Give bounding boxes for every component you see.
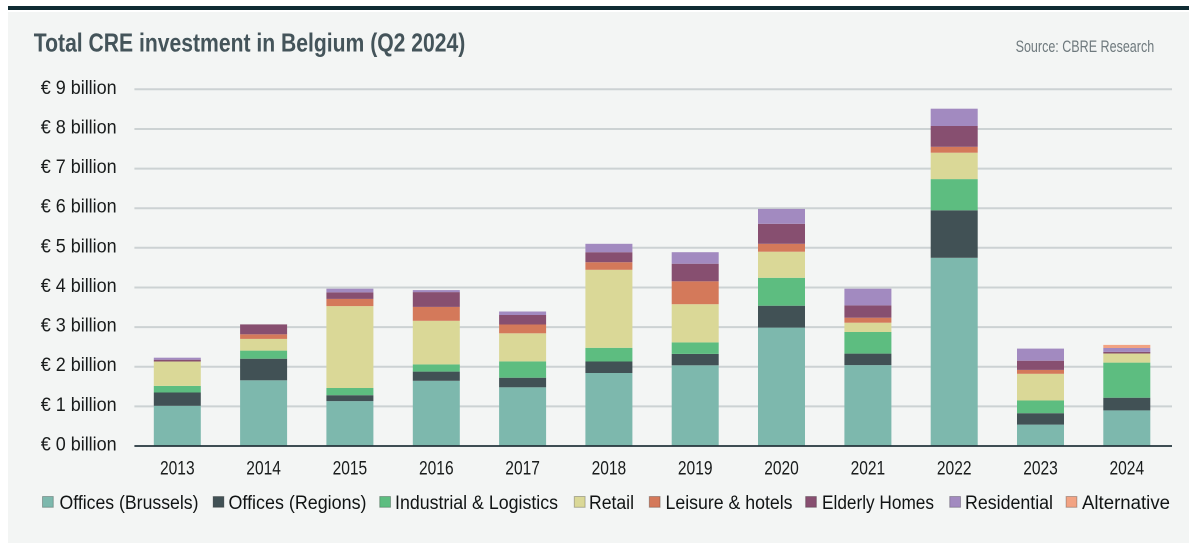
svg-text:€ 7 billion: € 7 billion [41, 157, 117, 178]
svg-text:€ 3 billion: € 3 billion [41, 316, 117, 337]
svg-text:Industrial & Logistics: Industrial & Logistics [395, 493, 558, 514]
svg-text:Residential: Residential [965, 493, 1053, 514]
svg-text:Source: CBRE Research: Source: CBRE Research [1016, 38, 1155, 56]
svg-text:Total CRE investment in Belgiu: Total CRE investment in Belgium (Q2 2024… [34, 27, 466, 57]
svg-text:€ 9 billion: € 9 billion [41, 78, 117, 99]
svg-text:2021: 2021 [851, 458, 886, 480]
svg-text:€ 8 billion: € 8 billion [41, 118, 117, 139]
svg-text:€ 2 billion: € 2 billion [41, 355, 117, 376]
svg-text:2017: 2017 [505, 458, 540, 480]
svg-text:2014: 2014 [246, 458, 281, 480]
svg-text:€ 4 billion: € 4 billion [41, 276, 117, 297]
svg-text:€ 6 billion: € 6 billion [41, 197, 117, 218]
svg-text:2018: 2018 [592, 458, 627, 480]
svg-text:Leisure & hotels: Leisure & hotels [666, 493, 793, 514]
svg-text:Elderly Homes: Elderly Homes [822, 493, 934, 514]
svg-text:2020: 2020 [764, 458, 799, 480]
svg-text:Alternative: Alternative [1082, 493, 1170, 514]
svg-text:2022: 2022 [937, 458, 972, 480]
svg-text:€ 0 billion: € 0 billion [41, 435, 117, 456]
svg-text:2023: 2023 [1023, 458, 1058, 480]
svg-text:Offices (Regions): Offices (Regions) [229, 493, 367, 514]
svg-text:Offices (Brussels): Offices (Brussels) [60, 493, 199, 514]
svg-text:€ 1 billion: € 1 billion [41, 395, 117, 416]
svg-text:2016: 2016 [419, 458, 454, 480]
svg-text:€ 5 billion: € 5 billion [41, 236, 117, 257]
svg-text:2019: 2019 [678, 458, 713, 480]
svg-text:2015: 2015 [333, 458, 368, 480]
svg-text:2013: 2013 [160, 458, 195, 480]
svg-text:Retail: Retail [589, 493, 634, 514]
svg-text:2024: 2024 [1110, 458, 1145, 480]
